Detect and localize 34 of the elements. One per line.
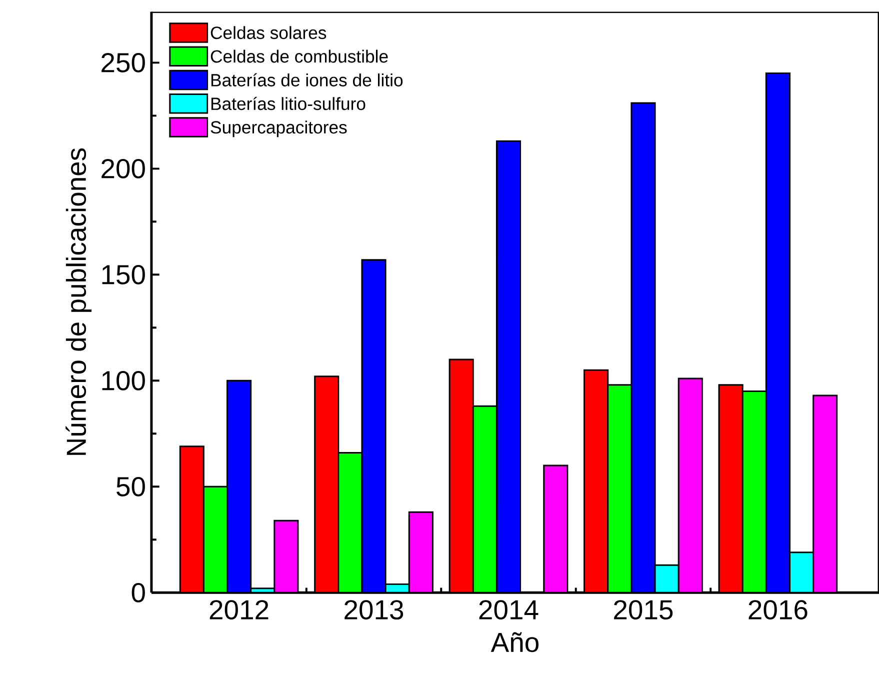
bar <box>678 378 703 593</box>
legend-label: Supercapacitores <box>210 120 347 138</box>
x-tick-label: 2013 <box>344 600 404 620</box>
legend-label: Celdas de combustible <box>210 50 388 63</box>
y-tick-label: 150 <box>102 264 145 284</box>
bar <box>361 259 386 593</box>
bar <box>314 376 340 593</box>
bar <box>812 394 838 593</box>
y-tick-label: 200 <box>102 158 145 178</box>
bar <box>448 358 474 593</box>
x-tick-label: 2012 <box>210 600 268 620</box>
x-tick-label: 2014 <box>479 600 538 620</box>
bar <box>765 72 790 593</box>
bar <box>179 446 204 593</box>
bar <box>408 511 434 593</box>
x-tick-label: 2015 <box>614 600 673 620</box>
y-tick-label: 100 <box>102 370 145 390</box>
y-tick-label: 50 <box>116 476 145 496</box>
bar <box>789 552 814 593</box>
x-axis-title: Año <box>490 632 539 652</box>
bar <box>543 464 568 593</box>
legend-label: Baterías litio-sulfuro <box>211 96 366 110</box>
y-tick-label: 0 <box>132 582 145 602</box>
bar <box>496 140 522 593</box>
bar <box>630 102 656 593</box>
legend-label: Celdas solares <box>210 26 326 40</box>
bar <box>274 520 299 593</box>
bar <box>718 384 744 593</box>
bar <box>584 369 609 593</box>
y-tick-label: 250 <box>102 52 145 72</box>
bar <box>226 380 252 593</box>
y-axis-title: Número de publicaciones <box>66 148 92 455</box>
x-tick-label: 2016 <box>748 600 808 620</box>
legend-label: Baterías de iones de litio <box>211 73 403 86</box>
